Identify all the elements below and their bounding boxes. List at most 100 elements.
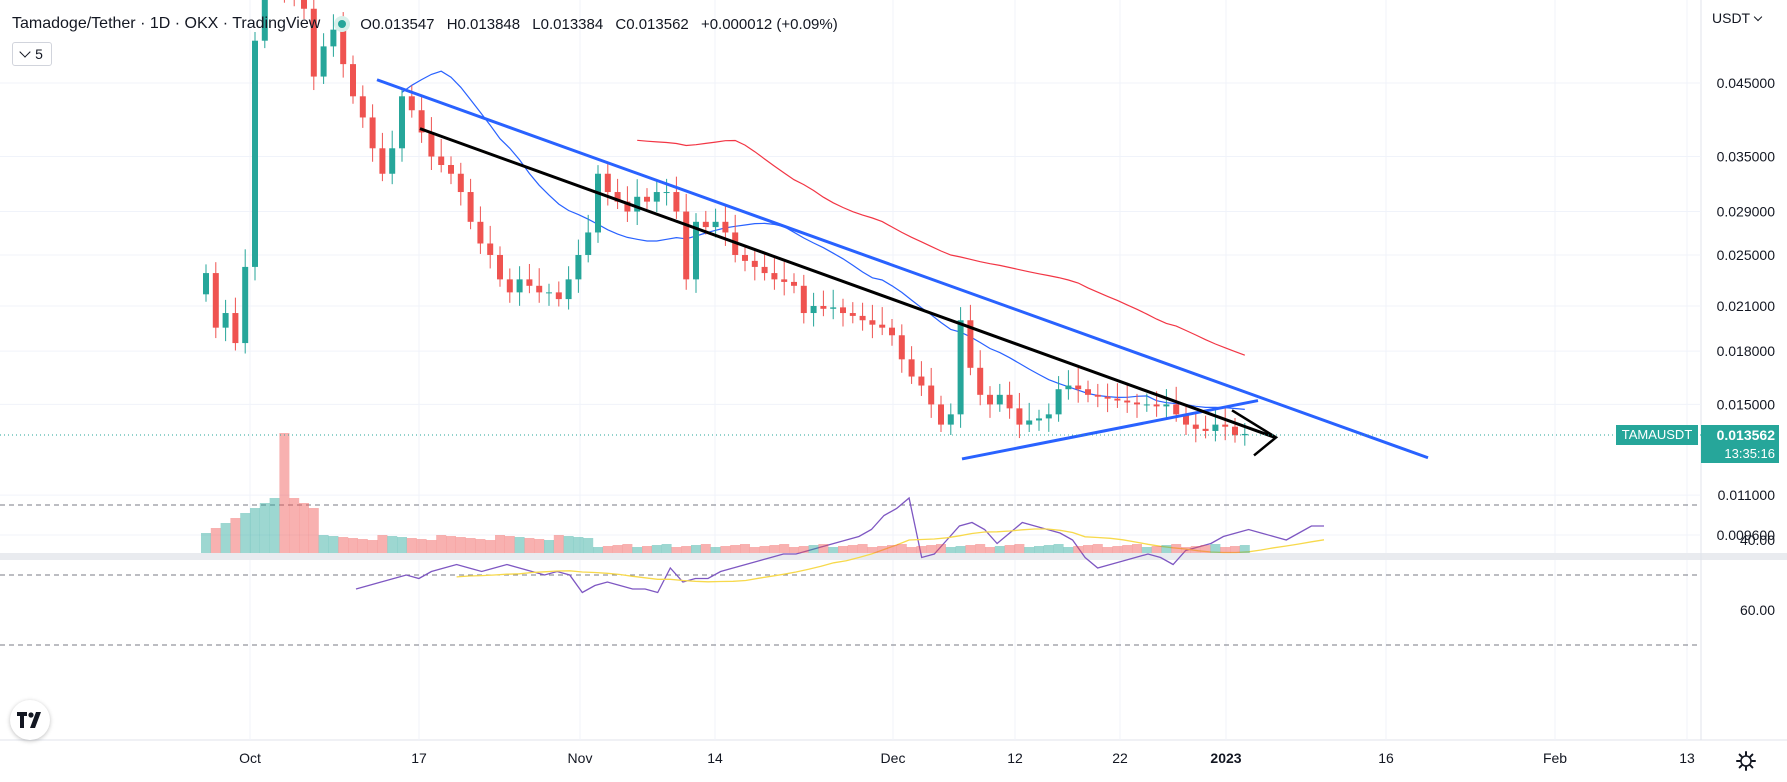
indicators-count: 5 — [35, 46, 43, 62]
volume-bar — [1102, 547, 1113, 553]
volume-bar — [916, 546, 927, 553]
candle — [526, 263, 533, 294]
ohlc-values: O0.013547 H0.013848 L0.013384 C0.013562 … — [360, 16, 845, 33]
trendline-drawings — [0, 78, 1701, 461]
volume-bar — [985, 547, 995, 553]
volume-bar — [201, 533, 211, 553]
candle — [1192, 413, 1199, 443]
candle — [487, 225, 494, 269]
candle — [791, 273, 797, 294]
volume-bar — [553, 535, 564, 553]
candle — [252, 32, 258, 281]
candle — [849, 302, 856, 324]
candle — [1183, 405, 1189, 436]
black-trendline — [419, 127, 1276, 439]
tradingview-logo[interactable] — [10, 700, 50, 740]
volume-bar — [348, 538, 358, 553]
volume-bar — [955, 546, 966, 553]
volume-bar — [387, 536, 398, 553]
volume-bar — [475, 539, 486, 553]
currency-selector[interactable]: USDT — [1712, 10, 1763, 26]
tradingview-logo-icon — [17, 712, 41, 728]
candle — [448, 156, 454, 185]
candle — [497, 246, 503, 287]
volume-bar — [259, 503, 270, 553]
symbol-title[interactable]: Tamadoge/Tether · 1D · OKX · TradingView — [12, 15, 321, 32]
volume-bar — [1034, 546, 1044, 553]
candle — [673, 176, 680, 219]
volume-bar — [1092, 544, 1103, 553]
candle — [889, 319, 895, 346]
candle — [1055, 376, 1062, 422]
price-tick-label: 0.025000 — [1717, 247, 1776, 263]
candle — [389, 130, 396, 185]
candle — [977, 350, 984, 406]
candle — [428, 117, 435, 170]
volume-bar — [210, 528, 221, 553]
volume-bar — [1141, 547, 1152, 553]
volume-bar — [857, 544, 868, 553]
candle — [359, 85, 366, 128]
time-tick-label: 17 — [411, 750, 427, 766]
candle — [546, 283, 552, 306]
candle — [928, 367, 935, 418]
volume-bar — [965, 545, 976, 553]
candle — [330, 14, 337, 57]
volume-bar — [838, 546, 848, 553]
volume-bar — [573, 537, 584, 553]
volume-bar — [975, 544, 986, 553]
last-price-label: 0.013562 — [1701, 425, 1779, 445]
volume-bar — [740, 544, 750, 553]
volume-bar — [1024, 547, 1035, 553]
candle — [595, 165, 601, 243]
candle — [634, 179, 641, 226]
candle — [506, 268, 513, 303]
settings-gear-icon[interactable] — [1736, 751, 1756, 771]
candle — [820, 290, 827, 317]
candle — [879, 307, 886, 336]
candle — [996, 383, 1003, 412]
candle — [761, 253, 768, 281]
low-value: L0.013384 — [532, 15, 604, 33]
candle — [369, 104, 376, 162]
volume-bar — [936, 544, 946, 553]
time-tick-label: Feb — [1543, 750, 1567, 766]
time-tick-label: Oct — [239, 750, 261, 766]
candle — [898, 324, 905, 373]
volume-bar — [583, 538, 594, 553]
volume-bar — [1210, 544, 1221, 553]
candle — [1036, 409, 1042, 431]
candle — [261, 0, 268, 49]
price-tick-label: 0.018000 — [1717, 343, 1776, 359]
market-status-icon[interactable] — [334, 16, 351, 32]
volume-bar — [1171, 544, 1182, 553]
volume-bar — [1112, 546, 1123, 553]
price-tick-label: 0.015000 — [1717, 396, 1776, 412]
volume-bar — [534, 539, 545, 553]
volume-bar — [926, 545, 937, 553]
candle — [1016, 392, 1023, 439]
volume-bar — [808, 545, 819, 553]
volume-bar — [289, 498, 300, 553]
candle — [604, 162, 611, 206]
candle — [222, 299, 229, 342]
candle — [800, 274, 807, 324]
volume-bar — [1239, 545, 1250, 553]
candle — [830, 289, 837, 320]
candle — [516, 266, 523, 306]
indicators-toggle-button[interactable]: 5 — [12, 42, 52, 66]
candle — [644, 188, 650, 210]
volume-bar — [847, 545, 858, 553]
candle — [1075, 367, 1082, 403]
volume-bar — [269, 498, 280, 553]
candle — [938, 395, 944, 433]
volume-bar — [710, 547, 721, 553]
time-axis: Oct 17 Nov 14 Dec 12 22 2023 16 Feb 13 — [239, 750, 1695, 766]
volume-bar — [544, 540, 554, 553]
volume-bar — [1230, 546, 1240, 553]
volume-bar — [691, 545, 701, 553]
candle — [536, 268, 543, 303]
open-value: O0.013547 — [360, 15, 435, 33]
volume-bar — [681, 546, 692, 553]
